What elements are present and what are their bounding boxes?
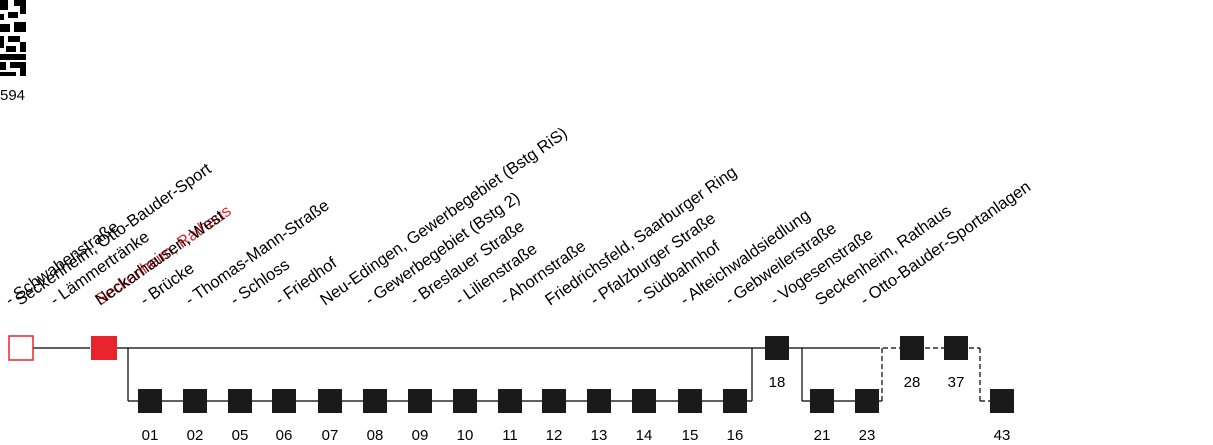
stop-marker	[183, 389, 207, 413]
travel-time: 06	[276, 427, 293, 444]
stop-marker	[944, 336, 968, 360]
stop-marker	[408, 389, 432, 413]
stop-marker	[678, 389, 702, 413]
stop-marker	[498, 389, 522, 413]
travel-time: 18	[769, 374, 786, 391]
stop-marker	[228, 389, 252, 413]
travel-time: 05	[232, 427, 249, 444]
travel-time: 15	[682, 427, 699, 444]
stop-marker	[900, 336, 924, 360]
qr-code-fragment	[0, 0, 26, 76]
stop-marker	[810, 389, 834, 413]
travel-time: 09	[412, 427, 429, 444]
travel-time: 14	[636, 427, 653, 444]
travel-time: 12	[546, 427, 563, 444]
travel-time: 21	[814, 427, 831, 444]
travel-time: 13	[591, 427, 608, 444]
stop-marker	[723, 389, 747, 413]
stop-marker	[138, 389, 162, 413]
travel-times: 01 02 05 06 07 08 09 10 11 12 13 14 15 16 18 21 23 28 37 43	[142, 374, 1011, 444]
travel-time: 37	[948, 374, 965, 391]
stop-marker	[542, 389, 566, 413]
stop-markers	[8, 335, 1014, 413]
stop-marker	[587, 389, 611, 413]
stop-labels: Seckenheim, Otto-Bauder-SportSeckenheim,…	[2, 124, 1034, 309]
current-stop-marker	[91, 336, 117, 360]
stop-marker	[318, 389, 342, 413]
stop-marker	[855, 389, 879, 413]
travel-time: 08	[367, 427, 384, 444]
travel-time: 16	[727, 427, 744, 444]
travel-time: 28	[904, 374, 921, 391]
stop-marker	[363, 389, 387, 413]
travel-time: 01	[142, 427, 159, 444]
travel-time: 02	[187, 427, 204, 444]
stop-marker	[272, 389, 296, 413]
stop-marker	[765, 336, 789, 360]
travel-time: 23	[859, 427, 876, 444]
qr-code-number: 594	[0, 87, 26, 104]
stop-marker	[632, 389, 656, 413]
travel-time: 11	[502, 427, 518, 444]
travel-time: 10	[457, 427, 474, 444]
travel-time: 07	[322, 427, 339, 444]
stop-marker	[453, 389, 477, 413]
origin-stop-marker	[8, 335, 34, 361]
stop-marker	[990, 389, 1014, 413]
travel-time: 43	[994, 427, 1011, 444]
